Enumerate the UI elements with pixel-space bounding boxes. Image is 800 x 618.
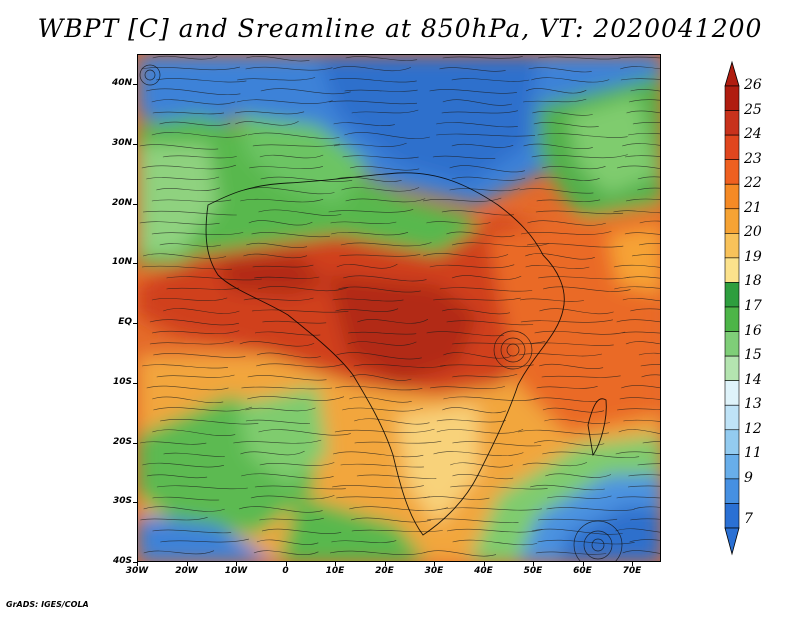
lon-tick — [137, 562, 138, 566]
colorbar-label: 11 — [744, 445, 762, 462]
lat-tick — [133, 84, 137, 85]
colorbar-label: 14 — [744, 371, 762, 388]
colorbar-label: 12 — [744, 420, 762, 437]
lon-label: 30W — [125, 566, 149, 576]
lon-tick — [483, 562, 485, 566]
colorbar-bin — [724, 257, 740, 283]
colorbar-bin — [724, 331, 740, 357]
lat-label: 20S — [112, 436, 132, 447]
colorbar-min-arrow — [724, 527, 740, 556]
lat-tick — [133, 263, 137, 265]
map-panel — [137, 54, 661, 562]
lon-tick — [533, 562, 534, 566]
lat-tick — [133, 382, 137, 384]
grads-credit: GrADS: IGES/COLA — [6, 600, 89, 609]
colorbar-bin — [724, 85, 740, 111]
lat-tick — [133, 323, 137, 324]
colorbar-bin — [724, 503, 740, 529]
colorbar-bin — [724, 404, 740, 431]
lon-label: 70E — [622, 566, 642, 576]
colorbar-label: 17 — [744, 298, 762, 314]
colorbar-bin — [724, 429, 740, 455]
colorbar-bin — [724, 208, 740, 234]
colorbar-bin — [724, 110, 740, 136]
colorbar-label: 26 — [744, 77, 762, 93]
lon-label: 40E — [474, 566, 493, 576]
lat-tick — [133, 562, 137, 563]
lat-tick — [133, 442, 137, 444]
colorbar-bin — [724, 159, 740, 185]
lon-label: 20E — [375, 566, 394, 576]
colorbar-bin — [724, 380, 740, 406]
colorbar-label: 25 — [744, 101, 762, 118]
colorbar-label: 19 — [744, 248, 762, 265]
colorbar-bin — [724, 454, 740, 480]
colorbar-bin — [724, 282, 740, 308]
lat-tick — [133, 143, 137, 145]
lat-tick — [133, 502, 137, 504]
lon-tick — [384, 562, 386, 566]
colorbar-label: 16 — [744, 322, 762, 339]
lat-label: 40S — [112, 556, 132, 566]
colorbar-label: 7 — [744, 511, 753, 527]
colorbar-bin — [724, 134, 740, 160]
lon-label: 60E — [573, 566, 592, 576]
lat-label: 30S — [112, 496, 132, 507]
colorbar-max-arrow — [724, 60, 740, 87]
lon-label: 10W — [224, 566, 248, 576]
lon-tick — [285, 562, 287, 566]
colorbar-label: 23 — [744, 150, 762, 167]
lon-label: 20W — [175, 566, 198, 576]
colorbar-bin — [724, 478, 740, 504]
colorbar-label: 20 — [744, 224, 762, 241]
colorbar-label: 21 — [744, 199, 762, 216]
colorbar-bin — [724, 183, 740, 210]
chart-title: WBPT [C] and Sreamline at 850hPa, VT: 20… — [37, 14, 763, 43]
lat-tick — [133, 203, 137, 205]
colorbar-bin — [724, 306, 740, 332]
lon-tick — [434, 562, 435, 566]
lat-label: 10N — [111, 257, 132, 268]
lat-label: 30N — [111, 137, 132, 148]
wbpt-field-map — [138, 55, 660, 561]
lon-tick — [236, 562, 237, 566]
lat-label: 40N — [111, 78, 132, 88]
lon-label: 50E — [523, 566, 543, 576]
lat-label: EQ — [118, 317, 132, 327]
lon-label: 0 — [282, 566, 289, 576]
colorbar-bin — [724, 355, 740, 381]
lon-tick — [335, 562, 336, 566]
colorbar-label: 22 — [744, 175, 762, 192]
colorbar-label: 9 — [744, 469, 753, 486]
colorbar-label: 18 — [744, 273, 762, 290]
colorbar-label: 15 — [744, 347, 762, 364]
colorbar-label: 13 — [744, 396, 762, 413]
lat-label: 10S — [112, 376, 132, 387]
lon-tick — [632, 562, 633, 566]
lon-tick — [582, 562, 584, 566]
lat-label: 20N — [111, 197, 132, 208]
lon-label: 30E — [424, 566, 444, 576]
colorbar-label: 24 — [744, 126, 762, 143]
lon-label: 10E — [325, 566, 345, 576]
colorbar-bin — [724, 233, 740, 259]
lon-tick — [186, 562, 188, 566]
